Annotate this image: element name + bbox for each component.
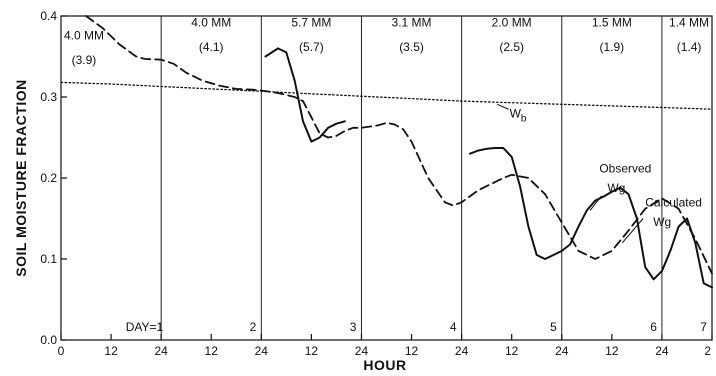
series-line-observed-wg-0 [264, 47, 346, 143]
rain-sublabel-6: (1.4) [677, 40, 702, 54]
y-axis-title: SOIL MOISTURE FRACTION [13, 79, 29, 276]
y-axis: 0.0 0.1 0.2 0.3 0.4 [40, 9, 67, 347]
rain-sublabel-4: (2.5) [499, 40, 524, 54]
rain-sublabel-3: (3.5) [399, 40, 424, 54]
day-label-4: 5 [550, 320, 557, 334]
rainfall-labels: 4.0 MM (3.9) 4.0 MM (4.1) 5.7 MM (5.7) 3.1 MM (… [64, 16, 709, 67]
rain-sublabel-1: (4.1) [199, 40, 224, 54]
day-label-2: 3 [350, 320, 357, 334]
observed-pointer [589, 195, 602, 211]
series-line-calculated-wg-0 [85, 15, 713, 275]
day-label-1: 2 [250, 320, 257, 334]
x-tick-label-1: 12 [104, 344, 118, 358]
x-tick-label-10: 24 [555, 344, 569, 358]
y-tick-label-3: 0.3 [40, 90, 57, 104]
x-tick-label-13: 2 [704, 344, 711, 358]
x-axis: 0 12 24 12 24 12 24 12 24 12 24 12 24 2 [58, 334, 713, 358]
y-tick-label-2: 0.2 [40, 171, 57, 185]
day-label-3: 4 [450, 320, 457, 334]
rain-sublabel-5: (1.9) [600, 40, 625, 54]
plot-frame [60, 15, 713, 341]
rain-label-3: 3.1 MM [392, 16, 432, 30]
rain-sublabel-2: (5.7) [299, 40, 324, 54]
x-tick-label-11: 12 [605, 344, 619, 358]
day-labels: DAY=1 2 3 4 5 6 7 [126, 320, 708, 334]
x-tick-label-3: 12 [205, 344, 219, 358]
series-line-wb-0 [60, 81, 713, 110]
rain-label-0: 4.0 MM [64, 28, 104, 42]
rain-label-2: 5.7 MM [291, 16, 331, 30]
y-tick-label-4: 0.4 [40, 9, 57, 23]
y-tick-label-1: 0.1 [40, 252, 57, 266]
x-tick-label-0: 0 [58, 344, 65, 358]
rain-label-6: 1.4 MM [669, 16, 709, 30]
day-label-0: DAY=1 [126, 320, 164, 334]
wb-label: Wb [510, 106, 527, 124]
calculated-label-sub: Wg [653, 215, 671, 229]
rain-label-4: 2.0 MM [492, 16, 532, 30]
observed-label-sub: Wg [607, 181, 625, 195]
calculated-label: Calculated [645, 195, 702, 209]
rain-label-5: 1.5 MM [592, 16, 632, 30]
observed-label: Observed [599, 161, 651, 175]
day-label-5: 6 [650, 320, 657, 334]
series-group [60, 15, 713, 289]
wb-pointer [496, 103, 509, 110]
x-axis-title: HOUR [363, 357, 406, 373]
day-boundary-lines [160, 16, 663, 340]
rain-label-1: 4.0 MM [191, 16, 231, 30]
y-tick-label-0: 0.0 [40, 333, 57, 347]
x-tick-label-7: 12 [405, 344, 419, 358]
series-annotations: Wb Observed Wg Calculated Wg [496, 103, 702, 244]
x-tick-label-12: 24 [655, 344, 669, 358]
x-tick-label-5: 12 [305, 344, 319, 358]
x-tick-label-9: 12 [505, 344, 519, 358]
x-tick-label-2: 24 [154, 344, 168, 358]
x-tick-label-4: 24 [255, 344, 269, 358]
series-line-observed-wg-1 [469, 147, 605, 260]
series-line-observed-wg-2 [602, 186, 713, 289]
calculated-pointer [621, 218, 644, 244]
day-label-6: 7 [700, 320, 707, 334]
rain-sublabel-0: (3.9) [72, 53, 97, 67]
x-tick-label-8: 24 [455, 344, 469, 358]
x-tick-label-6: 24 [355, 344, 369, 358]
